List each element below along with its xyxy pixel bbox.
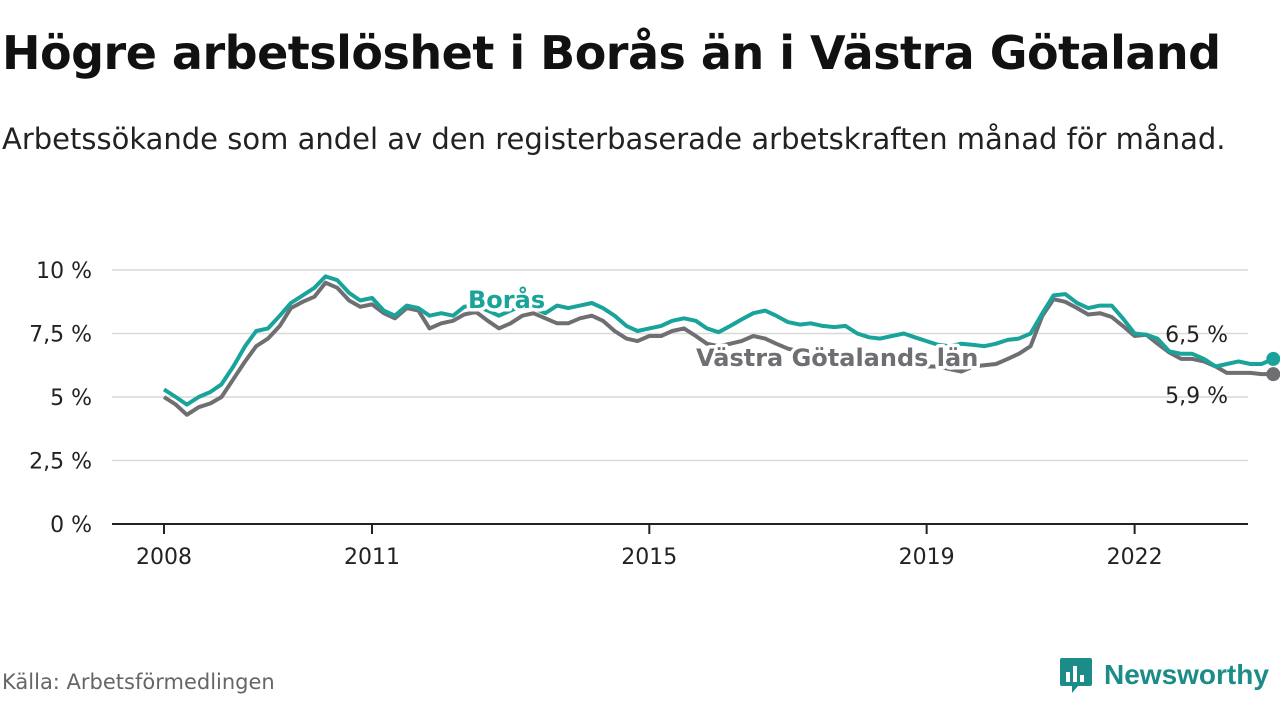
x-tick-label: 2022 [1107, 545, 1163, 570]
x-tick-label: 2008 [136, 545, 192, 570]
y-tick-label: 10 % [36, 259, 92, 284]
end-point-boras [1266, 351, 1280, 366]
y-tick-label: 7,5 % [29, 323, 92, 348]
series-line-vastra-gotaland [162, 280, 1274, 417]
y-tick-label: 0 % [50, 513, 92, 538]
brand-name: Newsworthy [1104, 659, 1269, 690]
y-tick-label: 2,5 % [29, 450, 92, 475]
brand-logo[interactable]: Newsworthy [1058, 654, 1269, 696]
bar-chart-icon [1060, 658, 1092, 693]
x-tick-label: 2019 [899, 545, 955, 570]
series-label-vastra-gotaland: Västra Götalands län [696, 344, 978, 372]
series-line-boras [162, 274, 1275, 407]
series-label-boras: Borås [468, 285, 545, 314]
end-label-vastra-gotaland: 5,9 % [1165, 384, 1228, 409]
end-label-boras: 6,5 % [1165, 323, 1228, 348]
source-note: Källa: Arbetsförmedlingen [2, 670, 275, 694]
y-tick-label: 5 % [50, 386, 92, 411]
chart-subtitle: Arbetssökande som andel av den registerb… [2, 122, 1226, 156]
end-point-vastra-gotaland [1266, 367, 1280, 382]
chart-title: Högre arbetslöshet i Borås än i Västra G… [2, 26, 1221, 80]
x-tick-label: 2015 [621, 545, 677, 570]
x-tick-label: 2011 [344, 545, 400, 570]
